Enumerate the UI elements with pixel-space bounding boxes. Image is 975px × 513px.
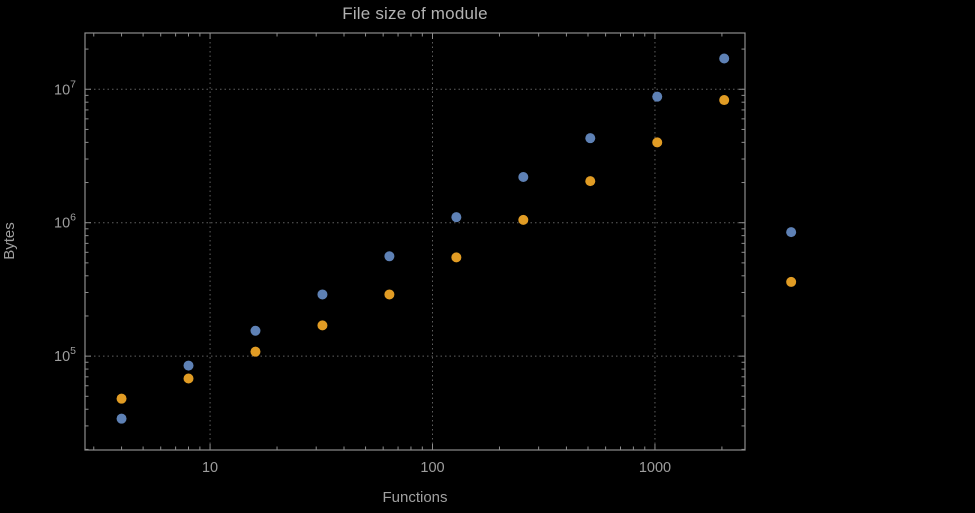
data-point-orange — [384, 289, 395, 300]
x-tick-label: 100 — [420, 460, 444, 476]
data-point-blue — [317, 289, 328, 300]
data-point-orange — [719, 95, 730, 106]
data-point-blue — [451, 212, 462, 223]
data-point-orange — [451, 252, 462, 263]
data-point-orange — [183, 373, 194, 384]
data-point-blue — [719, 53, 730, 64]
plot-frame — [84, 32, 746, 451]
data-point-orange — [116, 393, 127, 404]
data-point-orange — [518, 214, 529, 225]
data-point-blue — [585, 133, 596, 144]
data-point-orange — [786, 276, 797, 287]
x-tick-label: 1000 — [639, 460, 671, 476]
y-tick-label: 106 — [54, 212, 76, 232]
data-point-blue — [518, 172, 529, 183]
x-axis-label: Functions — [382, 489, 448, 506]
data-point-blue — [786, 227, 797, 238]
y-tick-label: 105 — [54, 345, 76, 365]
data-point-blue — [183, 360, 194, 371]
data-point-blue — [652, 91, 663, 102]
data-point-orange — [652, 137, 663, 148]
y-axis-label: Bytes — [1, 222, 18, 260]
data-point-blue — [116, 413, 127, 424]
data-point-blue — [384, 251, 395, 262]
data-point-orange — [317, 320, 328, 331]
data-point-orange — [250, 346, 261, 357]
y-tick-label: 107 — [54, 78, 76, 98]
data-point-orange — [585, 176, 596, 187]
chart-title: File size of module — [342, 4, 488, 23]
data-point-blue — [250, 325, 261, 336]
x-tick-label: 10 — [202, 460, 218, 476]
